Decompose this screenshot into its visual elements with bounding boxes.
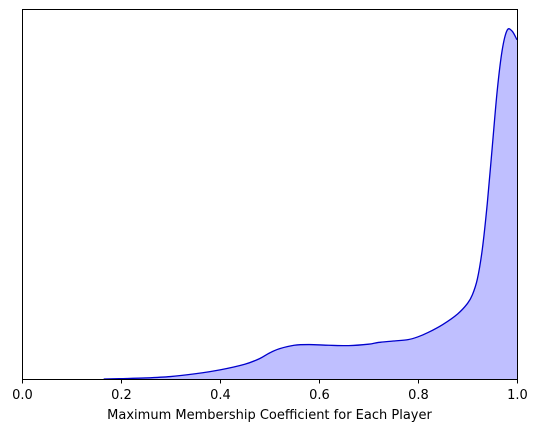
x-tick-label: 0.4 bbox=[210, 388, 231, 403]
density-curve-line bbox=[103, 28, 518, 380]
density-area-fill bbox=[103, 28, 518, 379]
x-axis-label: Maximum Membership Coefficient for Each … bbox=[107, 408, 432, 423]
x-tick-label: 0.0 bbox=[12, 388, 33, 403]
x-axis-ticks: 0.0 0.2 0.4 0.6 0.8 1.0 bbox=[12, 379, 528, 403]
x-tick-label: 0.8 bbox=[408, 388, 429, 403]
plot-area bbox=[22, 9, 518, 380]
plot-frame bbox=[22, 9, 518, 380]
x-tick-label: 0.6 bbox=[309, 388, 330, 403]
x-tick-label: 1.0 bbox=[507, 388, 528, 403]
x-tick-label: 0.2 bbox=[111, 388, 132, 403]
